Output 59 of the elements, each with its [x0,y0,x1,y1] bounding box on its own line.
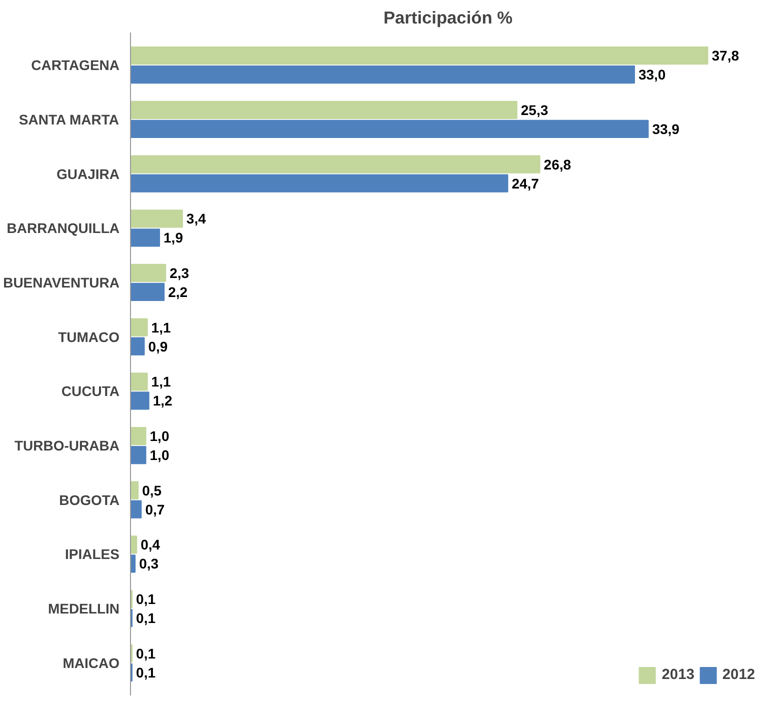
data-label: 1,0 [150,428,170,444]
y-tick-label: GUAJIRA [56,166,120,182]
data-label: 24,7 [512,175,540,192]
data-label: 33,9 [652,120,680,137]
bar [130,446,146,464]
bar [130,536,138,554]
y-tick-label: TUMACO [58,328,120,345]
data-label: 0,4 [140,536,160,553]
data-label: 26,8 [544,156,572,172]
bar [130,500,142,518]
bar [130,392,150,410]
bar [130,264,166,282]
bar [130,554,136,573]
y-tick-label: SANTA MARTA [18,111,119,128]
bar [130,282,165,302]
data-label: 37,8 [712,48,740,64]
data-label: 0,9 [148,338,168,354]
data-label: 1,2 [152,392,172,409]
bar [130,372,148,391]
data-label: 0,7 [145,501,165,518]
bar [130,66,635,84]
y-tick-label: BARRANQUILLA [6,220,120,236]
bar [130,426,146,446]
chart-title: Participación % [383,8,513,28]
y-tick-label: MAICAO [62,654,120,671]
data-label: 2,3 [170,264,190,281]
data-label: 33,0 [638,66,666,83]
bar [130,318,148,336]
y-tick-label: IPIALES [65,546,120,562]
bar [130,120,649,138]
bar [130,228,160,247]
y-tick-label: MEDELLIN [48,600,120,617]
bar [130,100,518,119]
y-tick-label: TURBO-URABA [14,438,120,454]
legend-label: 2013 [662,667,694,683]
y-tick-label: CARTAGENA [31,57,120,74]
data-label: 1,9 [164,230,184,246]
bar [130,481,139,500]
data-label: 0,1 [136,591,156,608]
data-label: 0,1 [136,645,156,662]
data-label: 0,1 [136,664,156,680]
data-label: 1,1 [151,319,171,336]
data-label: 2,2 [168,284,188,300]
data-label: 1,0 [150,447,170,464]
data-label: 0,3 [139,556,159,572]
data-label: 1,1 [151,374,171,390]
y-tick-label: CUCUTA [61,383,120,400]
data-label: 0,5 [142,482,162,498]
bar [130,210,183,228]
data-label: 25,3 [520,102,548,118]
data-label: 3,4 [186,210,206,227]
bar [130,46,708,65]
data-label: 0,1 [136,610,156,626]
bar [130,174,508,192]
y-tick-label: BUENAVENTURA [3,274,120,290]
legend-label: 2012 [722,667,755,683]
bar [130,155,540,174]
y-tick-label: BOGOTA [59,492,120,508]
bar [130,337,145,356]
